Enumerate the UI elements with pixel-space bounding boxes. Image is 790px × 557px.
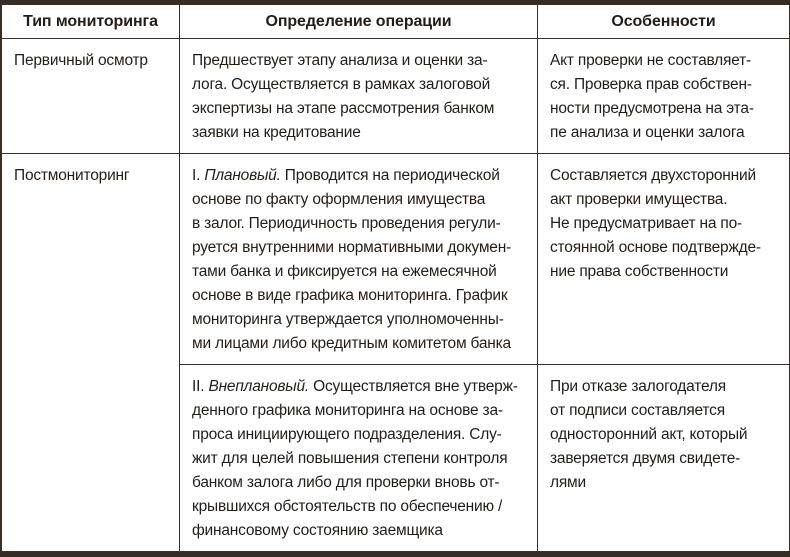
monitoring-table: Тип мониторинга Определение операции Осо… — [1, 4, 790, 553]
cell-unplanned-definition: II. Внеплановый. Осуществляется вне утве… — [179, 363, 538, 553]
row-postmonitoring-unplanned: II. Внеплановый. Осуществляется вне утве… — [2, 363, 790, 553]
planned-term: Плановый. — [204, 167, 281, 185]
cell-primary-inspection-features: Акт проверки не составляет- ся. Проверка… — [537, 37, 790, 155]
unplanned-definition-text: Осуществляется вне утверж- денного графи… — [192, 377, 518, 539]
cell-unplanned-features: При отказе залогодателя от подписи соста… — [537, 363, 790, 553]
header-cell-monitoring-type: Тип мониторинга — [1, 4, 180, 39]
unplanned-term: Внеплановый. — [208, 377, 309, 395]
cell-primary-inspection-type: Первичный осмотр — [1, 37, 180, 155]
planned-definition-text: Проводится на периодической основе по фа… — [192, 167, 512, 353]
cell-planned-features: Составляется двухсторонний акт проверки … — [537, 153, 790, 365]
cell-primary-inspection-definition: Предшествует этапу анализа и оценки за- … — [179, 37, 538, 155]
unplanned-numeral: II. — [192, 377, 209, 395]
row-primary-inspection: Первичный осмотр Предшествует этапу анал… — [1, 37, 790, 155]
header-cell-operation-definition: Определение операции — [179, 4, 538, 39]
cell-planned-definition: I. Плановый. Проводится на периодической… — [179, 153, 538, 365]
header-row: Тип мониторинга Определение операции Осо… — [1, 4, 790, 39]
row-postmonitoring-planned: Постмониторинг I. Плановый. Проводится н… — [1, 153, 790, 552]
cell-postmonitoring-type: Постмониторинг — [1, 153, 180, 552]
planned-numeral: I. — [192, 167, 205, 185]
header-cell-features: Особенности — [537, 4, 790, 39]
